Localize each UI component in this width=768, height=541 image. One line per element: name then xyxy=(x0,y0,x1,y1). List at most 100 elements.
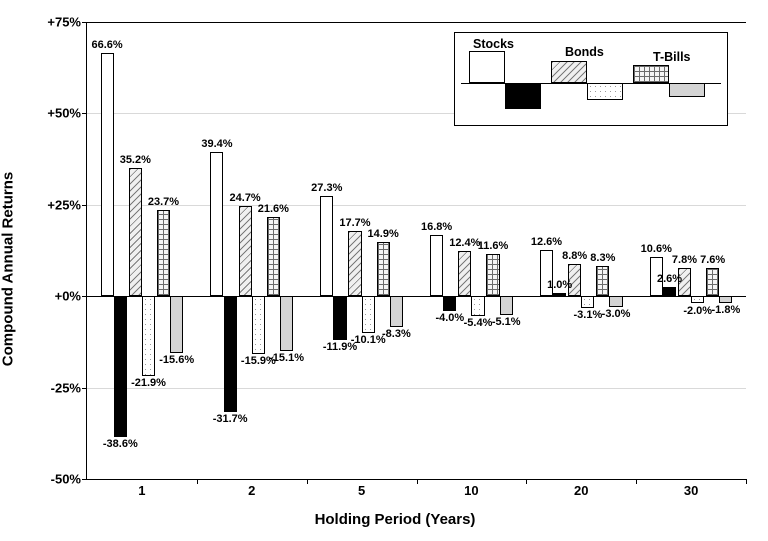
bar-stocks-max xyxy=(320,196,333,296)
x-tick-mark xyxy=(746,479,747,484)
bar-bonds-min xyxy=(581,296,594,307)
bar-tbills-min xyxy=(170,296,183,353)
x-tick-mark xyxy=(307,479,308,484)
bar-label-tbills-max: 14.9% xyxy=(368,228,399,240)
bar-label-tbills-max: 7.6% xyxy=(700,254,725,266)
bar-tbills-min xyxy=(390,296,403,326)
bar-label-stocks-max: 66.6% xyxy=(92,39,123,51)
bar-stocks-max xyxy=(430,235,443,296)
bar-stocks-min xyxy=(663,287,676,297)
bar-tbills-min xyxy=(609,296,622,307)
bar-label-stocks-min: -38.6% xyxy=(103,438,138,450)
bar-bonds-min xyxy=(252,296,265,354)
bar-label-tbills-min: -1.8% xyxy=(712,304,741,316)
bar-label-stocks-max: 39.4% xyxy=(201,138,232,150)
y-axis-label: Compound Annual Returns xyxy=(0,172,17,366)
y-tick-label: +50% xyxy=(47,106,87,121)
x-tick-mark xyxy=(526,479,527,484)
legend-box: Stocks Bonds T-Bills xyxy=(454,32,728,126)
bar-label-stocks-min: -4.0% xyxy=(435,312,464,324)
bar-bonds-min xyxy=(691,296,704,303)
bar-stocks-max xyxy=(101,53,114,296)
bar-label-bonds-min: -3.1% xyxy=(573,309,602,321)
x-tick-mark xyxy=(197,479,198,484)
bar-stocks-min xyxy=(333,296,346,340)
bar-bonds-min xyxy=(471,296,484,316)
bar-label-bonds-max: 12.4% xyxy=(449,237,480,249)
legend-swatch-tbills-max xyxy=(633,65,669,83)
bar-tbills-max xyxy=(157,210,170,297)
bar-bonds-max xyxy=(458,251,471,296)
bar-label-bonds-max: 7.8% xyxy=(672,254,697,266)
x-tick-label: 2 xyxy=(248,479,255,498)
bar-tbills-max xyxy=(486,254,499,296)
bar-label-bonds-min: -5.4% xyxy=(464,317,493,329)
bar-bonds-min xyxy=(362,296,375,333)
bar-tbills-max xyxy=(377,242,390,296)
y-tick-label: -25% xyxy=(51,380,87,395)
plot-area: Stocks Bonds T-Bills -50%-25%+0%+25%+50%… xyxy=(86,22,746,480)
legend-inner: Stocks Bonds T-Bills xyxy=(465,51,717,115)
bar-label-stocks-max: 16.8% xyxy=(421,221,452,233)
legend-label-tbills: T-Bills xyxy=(653,50,691,64)
gridline xyxy=(87,388,746,389)
bar-label-stocks-max: 27.3% xyxy=(311,182,342,194)
x-tick-mark xyxy=(636,479,637,484)
bar-stocks-min xyxy=(224,296,237,412)
bar-label-tbills-max: 11.6% xyxy=(478,240,509,252)
plot-top-border xyxy=(83,22,746,23)
bar-tbills-max xyxy=(267,217,280,296)
legend-swatch-stocks-min xyxy=(505,83,541,109)
x-tick-label: 5 xyxy=(358,479,365,498)
bar-label-bonds-max: 17.7% xyxy=(339,217,370,229)
bar-bonds-max xyxy=(348,231,361,296)
bar-tbills-min xyxy=(500,296,513,315)
bar-tbills-min xyxy=(280,296,293,351)
bar-label-tbills-min: -3.0% xyxy=(602,308,631,320)
y-tick-label: -50% xyxy=(51,472,87,487)
legend-swatch-stocks-max xyxy=(469,51,505,83)
legend-swatch-bonds-min xyxy=(587,83,623,100)
bar-label-bonds-min: -10.1% xyxy=(351,334,386,346)
bar-label-tbills-max: 21.6% xyxy=(258,203,289,215)
x-tick-label: 20 xyxy=(574,479,588,498)
bar-stocks-min xyxy=(114,296,127,437)
bar-tbills-max xyxy=(706,268,719,296)
zero-line xyxy=(87,296,746,297)
y-tick-label: +25% xyxy=(47,197,87,212)
bar-label-stocks-max: 10.6% xyxy=(641,243,672,255)
x-axis-label: Holding Period (Years) xyxy=(315,511,476,528)
bar-tbills-max xyxy=(596,266,609,296)
chart-container: Compound Annual Returns Holding Period (… xyxy=(38,14,752,524)
y-tick-label: +75% xyxy=(47,15,87,30)
bar-label-bonds-min: -21.9% xyxy=(131,377,166,389)
legend-label-stocks: Stocks xyxy=(473,37,514,51)
bar-label-tbills-min: -8.3% xyxy=(382,328,411,340)
bar-label-stocks-min: 1.0% xyxy=(547,279,572,291)
bar-label-tbills-max: 23.7% xyxy=(148,196,179,208)
bar-label-stocks-min: -31.7% xyxy=(213,413,248,425)
bar-bonds-min xyxy=(142,296,155,376)
y-tick-label: +0% xyxy=(55,289,87,304)
x-tick-mark xyxy=(417,479,418,484)
bar-bonds-max xyxy=(239,206,252,296)
bar-label-tbills-max: 8.3% xyxy=(590,252,615,264)
bar-label-tbills-min: -15.1% xyxy=(269,352,304,364)
legend-swatch-tbills-min xyxy=(669,83,705,97)
x-tick-label: 30 xyxy=(684,479,698,498)
bar-label-tbills-min: -15.6% xyxy=(159,354,194,366)
x-tick-label: 10 xyxy=(464,479,478,498)
bar-stocks-max xyxy=(210,152,223,296)
bar-label-bonds-max: 35.2% xyxy=(120,154,151,166)
legend-label-bonds: Bonds xyxy=(565,45,604,59)
bar-label-bonds-max: 24.7% xyxy=(230,192,261,204)
bar-label-stocks-max: 12.6% xyxy=(531,236,562,248)
bar-label-bonds-max: 8.8% xyxy=(562,250,587,262)
bar-label-tbills-min: -5.1% xyxy=(492,316,521,328)
bar-bonds-max xyxy=(129,168,142,297)
x-tick-label: 1 xyxy=(138,479,145,498)
bar-label-stocks-min: 2.6% xyxy=(657,273,682,285)
bar-stocks-min xyxy=(443,296,456,311)
gridline xyxy=(87,205,746,206)
legend-swatch-bonds-max xyxy=(551,61,587,83)
